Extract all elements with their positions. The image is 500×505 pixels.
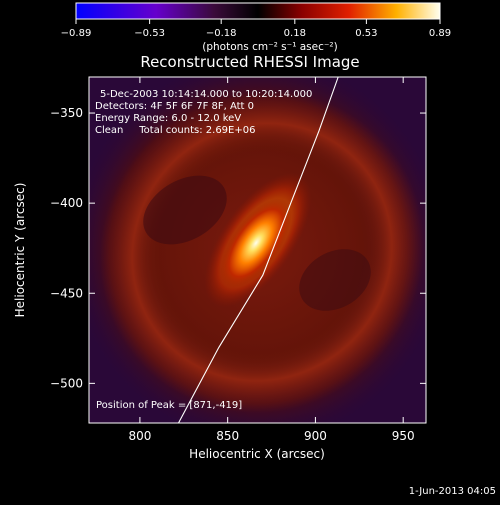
- y-tick-label: −400: [50, 196, 83, 210]
- x-tick-label: 800: [128, 429, 151, 443]
- emission-shadow-left: [143, 175, 227, 245]
- colorbar-tick-label: −0.89: [61, 28, 92, 39]
- axis-ticks: 800 850 900 950 −350 −400 −450 −500: [50, 77, 426, 443]
- peak-position-label: Position of Peak = [871,-419]: [96, 400, 242, 411]
- colorbar-tick-label: −0.53: [134, 28, 165, 39]
- colorbar-tick-label: 0.53: [355, 28, 377, 39]
- x-tick-label: 950: [392, 429, 415, 443]
- colorbar-ticks: −0.89 −0.53 −0.18 0.18 0.53 0.89: [61, 19, 451, 39]
- x-axis-label: Heliocentric X (arcsec): [189, 447, 325, 461]
- y-tick-label: −450: [50, 286, 83, 300]
- annotation-detectors: Detectors: 4F 5F 6F 7F 8F, Att 0: [95, 101, 254, 112]
- colorbar-tick-label: 0.89: [429, 28, 451, 39]
- annotation-clean: Clean Total counts: 2.69E+06: [95, 125, 255, 136]
- emission-core: [220, 198, 292, 288]
- x-tick-label: 850: [216, 429, 239, 443]
- x-tick-label: 900: [304, 429, 327, 443]
- plot-frame: [88, 76, 427, 424]
- footer-date: 1-Jun-2013 04:05: [409, 486, 496, 497]
- chart-title: Reconstructed RHESSI Image: [140, 53, 359, 71]
- y-tick-label: −350: [50, 106, 83, 120]
- solar-limb-line: [178, 77, 339, 423]
- colorbar: [75, 2, 441, 20]
- annotation-time: 5-Dec-2003 10:14:14.000 to 10:20:14.000: [100, 89, 312, 100]
- y-axis-label: Heliocentric Y (arcsec): [13, 183, 27, 318]
- annotation-energy: Energy Range: 6.0 - 12.0 keV: [95, 113, 241, 124]
- colorbar-tick-label: 0.18: [284, 28, 306, 39]
- colorbar-tick-label: −0.18: [206, 28, 237, 39]
- plot-area: [89, 77, 426, 423]
- emission-shadow-right: [299, 249, 371, 311]
- y-tick-label: −500: [50, 376, 83, 390]
- colorbar-units: (photons cm⁻² s⁻¹ asec⁻²): [202, 41, 337, 53]
